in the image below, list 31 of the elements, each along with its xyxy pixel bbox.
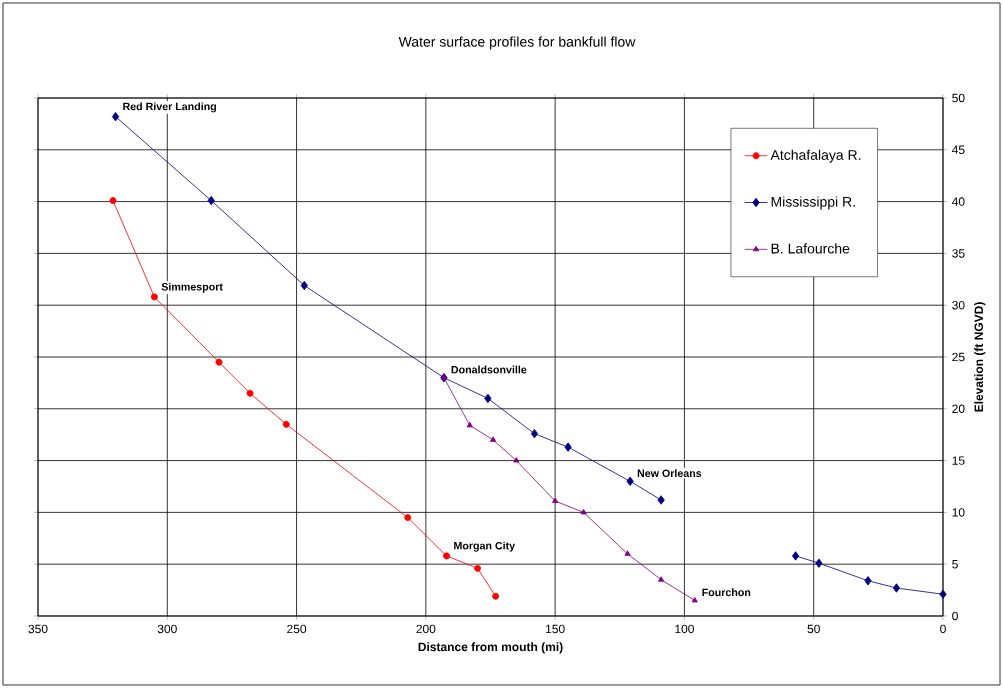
annotation: Morgan City — [454, 541, 516, 552]
y-tick-label: 35 — [952, 249, 965, 258]
y-axis-title: Elevation (ft NGVD) — [974, 302, 986, 412]
y-tick-label: 0 — [952, 611, 958, 621]
x-tick-label: 150 — [546, 624, 565, 634]
annotation: Donaldsonville — [451, 365, 527, 374]
x-tick-label: 200 — [416, 624, 436, 634]
x-tick-label: 250 — [287, 624, 307, 634]
x-tick-label: 50 — [807, 624, 820, 634]
x-axis-title: Distance from mouth (mi) — [418, 642, 563, 654]
legend-label: B. Lafourche — [771, 243, 850, 254]
y-tick-label: 40 — [951, 197, 965, 206]
y-tick-label: 10 — [952, 508, 965, 517]
x-tick-label: 350 — [28, 624, 48, 634]
x-tick-label: 300 — [157, 624, 177, 634]
x-tick-label: 100 — [675, 624, 694, 634]
y-tick-label: 30 — [952, 300, 965, 310]
y-tick-label: 15 — [952, 456, 965, 465]
y-tick-label: 50 — [952, 93, 965, 103]
annotation: Fourchon — [702, 588, 751, 597]
y-tick-label: 45 — [951, 145, 965, 154]
annotation: Simmesport — [161, 282, 223, 293]
annotation: Red River Landing — [123, 102, 216, 113]
legend-label: Atchafalaya R. — [770, 149, 861, 163]
x-tick-label: 0 — [940, 624, 946, 634]
legend-label: Mississippi R. — [771, 196, 855, 210]
annotation: New Orleans — [637, 469, 702, 478]
chart-title: Water surface profiles for bankfull flow — [398, 36, 636, 50]
y-tick-label: 5 — [952, 560, 958, 569]
y-tick-label: 25 — [952, 352, 965, 362]
y-tick-label: 20 — [952, 404, 965, 414]
